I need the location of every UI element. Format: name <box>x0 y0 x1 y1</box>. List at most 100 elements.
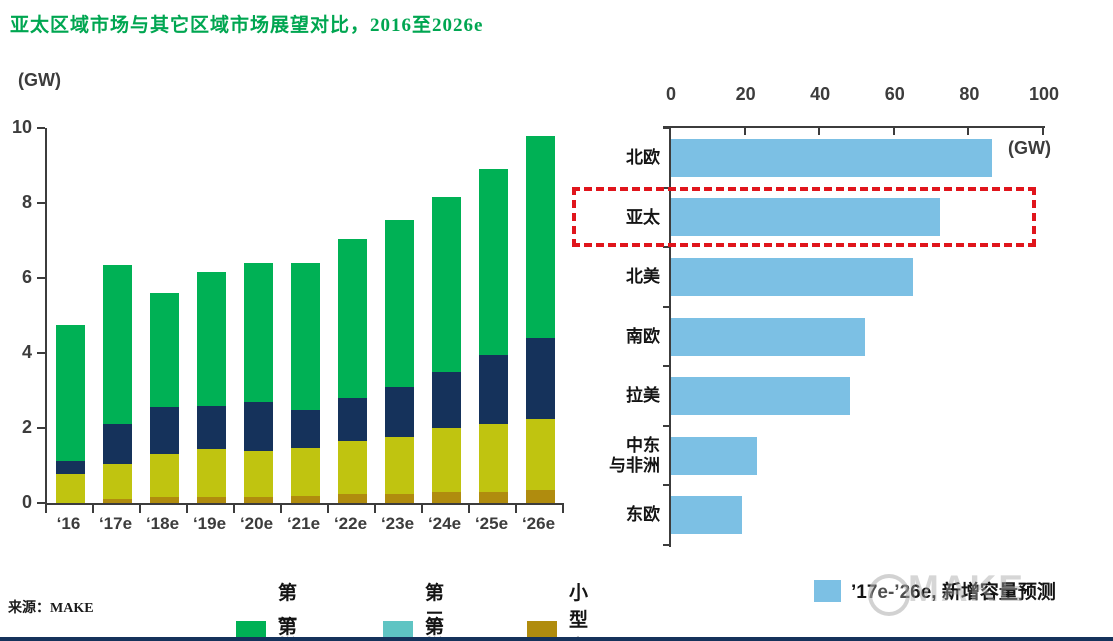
y-tick-label: 8 <box>21 192 32 212</box>
y-tick-label: 0 <box>21 492 32 512</box>
bar-segment <box>150 407 179 455</box>
bar-segment <box>479 169 508 355</box>
region-bar <box>671 496 742 535</box>
left-chart-x-labels: ‘16 ‘17e ‘18e ‘19e ‘20e ‘21e ‘22e ‘23e ‘24e ‘25e ‘… <box>45 514 562 534</box>
bar-segment <box>244 401 273 451</box>
bar-segment <box>56 461 85 474</box>
legend-label: 第四梯队 <box>425 617 445 638</box>
region-label: 拉美 <box>626 386 660 406</box>
x-tick-mark <box>280 505 282 513</box>
x-axis-tick-label: 100 <box>1028 84 1060 104</box>
x-tick-mark <box>374 505 376 513</box>
x-tick-label: ‘17e <box>98 514 133 533</box>
legend-item: 第三梯队 <box>383 578 444 641</box>
bar-segment <box>338 493 367 503</box>
x-tick-label: ‘23e <box>380 514 415 533</box>
x-axis-tick-mark <box>669 128 671 135</box>
y-tick-label: 10 <box>11 117 32 137</box>
stacked-bar <box>526 135 555 503</box>
bar-segment <box>197 405 226 449</box>
x-tick-label: ‘18e <box>145 514 180 533</box>
stacked-bar <box>338 238 367 503</box>
legend-label: 小型市场 <box>569 583 589 641</box>
stacked-bar <box>479 169 508 503</box>
y-axis-tick-mark <box>663 424 669 427</box>
region-bar <box>671 436 757 475</box>
bar-segment <box>526 489 555 503</box>
bar-segment <box>291 447 320 497</box>
stacked-bar <box>385 219 414 503</box>
bar-segment <box>197 448 226 498</box>
stacked-bar <box>197 272 226 503</box>
x-tick-label: ‘22e <box>333 514 368 533</box>
y-axis-tick-mark <box>663 246 669 249</box>
y-tick-label: 4 <box>21 342 32 362</box>
region-label: 中东 与非洲 <box>609 436 660 475</box>
bar-slot <box>329 128 376 503</box>
region-bar <box>671 317 865 356</box>
x-tick-mark <box>468 505 470 513</box>
x-axis-tick-label: 0 <box>665 84 677 104</box>
bar-segment <box>432 371 461 428</box>
x-tick-mark <box>139 505 141 513</box>
stacked-bar <box>56 324 85 503</box>
x-axis-tick-mark <box>1042 128 1044 135</box>
region-label: 亚太 <box>626 207 660 227</box>
stacked-bar <box>432 197 461 503</box>
y-axis-tick-mark <box>663 484 669 487</box>
legend-swatch <box>236 620 266 641</box>
stacked-bar <box>103 264 132 503</box>
y-tick-mark <box>37 127 45 129</box>
bar-slot <box>141 128 188 503</box>
y-tick-mark <box>37 202 45 204</box>
legend-swatch-forecast <box>814 579 841 602</box>
legend-label: 第二梯队 <box>278 617 298 638</box>
x-axis-tick-mark <box>967 128 970 135</box>
bar-segment <box>479 424 508 492</box>
y-axis-tick-mark <box>663 365 669 368</box>
x-tick-mark <box>327 505 329 513</box>
right-chart-left-axis <box>669 126 671 547</box>
bar-slot <box>94 128 141 503</box>
left-chart-unit-label: (GW) <box>18 70 61 90</box>
region-label: 北美 <box>626 267 660 287</box>
bar-segment <box>479 491 508 503</box>
legend-swatch <box>527 620 557 641</box>
x-axis-tick-mark <box>892 128 895 135</box>
y-axis-tick-mark <box>663 127 669 129</box>
x-tick-mark <box>45 505 47 513</box>
x-tick-mark <box>186 505 188 513</box>
bar-slot <box>282 128 329 503</box>
y-tick-label: 6 <box>21 267 32 287</box>
y-axis-tick-mark <box>663 305 669 308</box>
bar-segment <box>526 418 555 490</box>
legend-item: 小型市场 <box>527 578 588 641</box>
bar-segment <box>385 493 414 503</box>
bar-segment <box>338 398 367 442</box>
stacked-bar <box>244 263 273 503</box>
bar-segment <box>150 293 179 408</box>
legend-right: ’17e-’26e, 新增容量预测 <box>814 577 1056 604</box>
bar-slot <box>235 128 282 503</box>
bar-segment <box>526 135 555 338</box>
bar-slot <box>470 128 517 503</box>
bar-segment <box>526 338 555 419</box>
legend-label: 第一梯队 <box>278 583 298 641</box>
x-axis-tick-label: 60 <box>884 84 905 104</box>
x-axis-tick-mark <box>818 128 821 135</box>
stacked-bar <box>150 293 179 503</box>
bar-slot <box>376 128 423 503</box>
bar-segment <box>291 263 320 410</box>
x-axis-tick-mark <box>743 128 746 135</box>
bar-segment <box>150 454 179 498</box>
y-tick-mark <box>37 502 45 504</box>
x-tick-label: ‘19e <box>192 514 227 533</box>
region-label: 南欧 <box>626 326 660 346</box>
x-tick-mark <box>92 505 94 513</box>
region-label: 北欧 <box>626 148 660 167</box>
highlight-dashed-box <box>572 187 1036 247</box>
bar-slot <box>423 128 470 503</box>
x-tick-label: ‘20e <box>239 514 274 533</box>
bottom-rule <box>0 637 1113 641</box>
right-chart-unit-label: (GW) <box>1008 138 1051 158</box>
